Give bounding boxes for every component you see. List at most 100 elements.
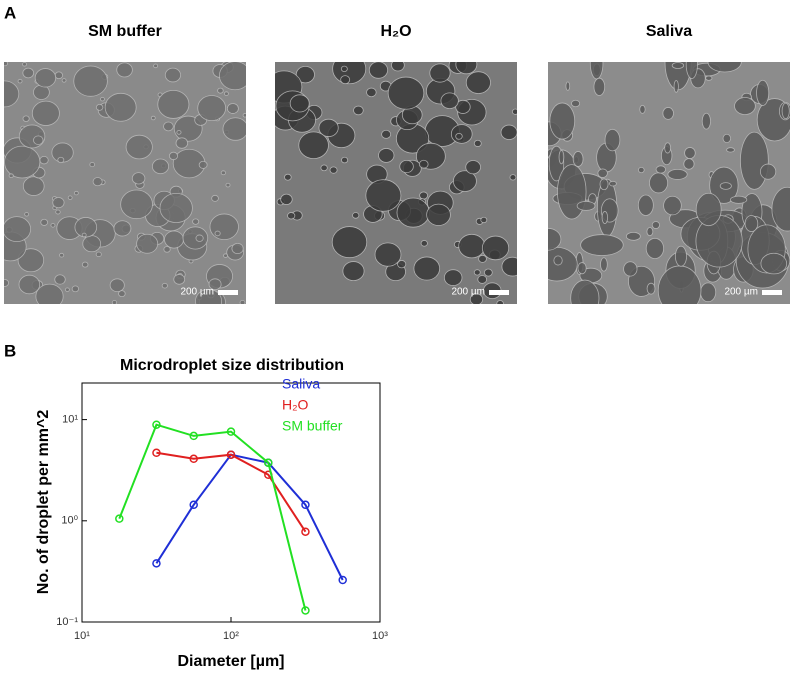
droplet xyxy=(231,242,244,255)
droplet xyxy=(465,71,491,94)
droplet xyxy=(580,234,624,256)
droplet xyxy=(31,100,60,126)
droplet xyxy=(455,132,463,140)
droplet xyxy=(378,148,395,163)
droplet xyxy=(705,75,713,81)
droplet xyxy=(577,262,587,275)
point xyxy=(152,559,161,568)
image-title: SM buffer xyxy=(88,23,162,40)
droplet xyxy=(24,212,30,217)
droplet xyxy=(59,252,65,258)
droplet xyxy=(220,170,226,176)
point xyxy=(301,527,310,536)
droplet xyxy=(549,102,576,140)
droplet xyxy=(496,300,504,304)
droplet xyxy=(54,274,66,285)
point xyxy=(226,450,236,459)
droplet xyxy=(116,62,133,78)
droplet xyxy=(501,256,517,277)
droplet xyxy=(399,159,414,174)
droplet xyxy=(219,62,246,91)
droplet xyxy=(192,218,200,225)
droplet xyxy=(625,231,641,241)
droplet xyxy=(685,62,698,79)
droplet xyxy=(208,278,222,291)
droplet xyxy=(469,293,484,304)
scale-bar xyxy=(489,290,509,295)
droplet xyxy=(734,97,756,115)
legend-label: Saliva xyxy=(282,376,320,392)
x-tick-label: 10¹ xyxy=(74,630,90,642)
droplet xyxy=(589,62,604,80)
droplet xyxy=(175,137,189,149)
droplet xyxy=(651,221,660,229)
droplet xyxy=(719,182,732,190)
droplet xyxy=(419,191,428,200)
droplet xyxy=(739,131,769,190)
point xyxy=(264,458,273,467)
droplet xyxy=(707,62,742,73)
droplet xyxy=(639,104,646,114)
droplet xyxy=(744,215,759,232)
point xyxy=(301,606,310,615)
droplet xyxy=(67,195,73,200)
droplet xyxy=(674,245,687,267)
droplet xyxy=(198,160,208,169)
droplet xyxy=(113,220,132,237)
droplet xyxy=(81,261,89,268)
droplet xyxy=(500,124,517,140)
droplet xyxy=(136,233,159,254)
droplet xyxy=(593,77,606,96)
droplet xyxy=(452,170,477,192)
series-line xyxy=(118,423,307,611)
droplet xyxy=(413,256,441,281)
droplet xyxy=(771,186,790,232)
point xyxy=(226,427,236,436)
scale-bar-label: 200 µm xyxy=(451,287,485,298)
droplet xyxy=(756,79,770,106)
droplet xyxy=(22,62,27,67)
droplet xyxy=(548,227,562,251)
legend-label: H₂O xyxy=(282,397,309,413)
droplet xyxy=(52,197,65,209)
droplet xyxy=(223,253,228,258)
droplets xyxy=(275,62,517,304)
droplet xyxy=(182,226,209,250)
droplet xyxy=(426,203,451,226)
droplet xyxy=(222,117,246,141)
droplet xyxy=(722,133,732,144)
droplet xyxy=(173,274,186,285)
droplet xyxy=(729,195,748,204)
x-tick-label: 10² xyxy=(223,630,239,642)
droplet xyxy=(331,226,368,259)
droplet xyxy=(655,165,666,174)
droplet xyxy=(318,118,339,137)
droplet xyxy=(100,96,105,102)
x-tick-label: 10³ xyxy=(372,630,388,642)
droplet xyxy=(284,173,292,181)
droplet xyxy=(572,151,584,167)
droplet xyxy=(396,197,430,228)
droplet xyxy=(163,121,174,132)
droplet xyxy=(151,158,170,175)
droplet xyxy=(298,131,329,159)
droplet xyxy=(387,76,425,110)
droplet xyxy=(211,194,219,202)
droplet xyxy=(39,155,49,165)
droplet xyxy=(511,108,517,115)
droplet xyxy=(509,174,517,181)
droplet xyxy=(565,81,571,91)
droplet xyxy=(557,164,587,220)
droplet xyxy=(225,182,231,188)
droplet xyxy=(340,75,351,85)
droplet xyxy=(478,254,487,263)
droplet xyxy=(81,232,87,238)
droplet xyxy=(646,282,656,295)
droplet xyxy=(55,209,61,215)
droplet xyxy=(54,71,64,80)
droplet xyxy=(571,99,581,108)
point xyxy=(189,431,198,441)
droplet xyxy=(604,128,621,152)
droplet xyxy=(111,300,118,304)
